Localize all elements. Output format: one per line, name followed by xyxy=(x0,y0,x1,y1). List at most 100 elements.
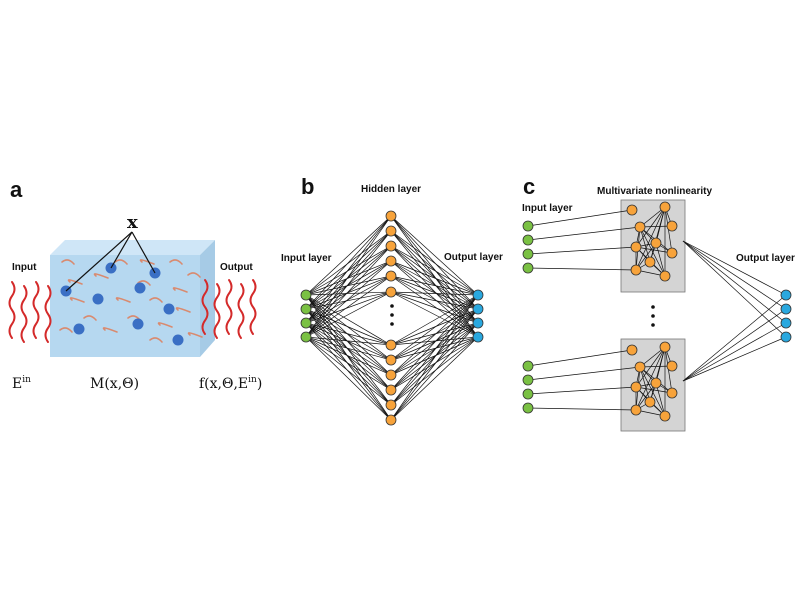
b-hidden-node xyxy=(385,240,397,252)
panel-b-neural-network: Hidden layer Input layer Output layer xyxy=(281,184,503,426)
c-output-node xyxy=(780,289,792,301)
c-top-internal-edge xyxy=(639,226,651,263)
scatter-arc xyxy=(175,307,191,313)
c-top-input-edge xyxy=(527,267,637,271)
scatter-arc xyxy=(172,287,188,293)
c-hidden-node xyxy=(650,237,662,249)
b-edge xyxy=(390,275,479,296)
panel-letter-a: a xyxy=(10,177,23,202)
c-hidden-node xyxy=(644,256,656,268)
input-wave xyxy=(20,285,28,343)
b-edge xyxy=(390,215,479,296)
b-edge xyxy=(390,230,479,324)
output-wave xyxy=(249,279,257,335)
input-label: Input xyxy=(12,262,37,273)
b-hidden-node xyxy=(385,354,397,366)
b-output-node xyxy=(472,289,484,301)
b-edge xyxy=(305,245,392,338)
c-bottom-input-edge xyxy=(527,366,641,381)
ellipsis-dot xyxy=(390,304,394,308)
b-edge xyxy=(390,260,479,324)
b-edge xyxy=(390,215,479,324)
b-edge xyxy=(305,336,392,361)
input-wave xyxy=(8,281,16,339)
ellipsis-dot xyxy=(651,305,655,309)
b-hidden-node xyxy=(385,369,397,381)
c-nodes xyxy=(522,201,792,422)
c-hidden-node xyxy=(630,404,642,416)
c-hidden-node xyxy=(650,377,662,389)
x-pointer-line xyxy=(65,231,133,292)
b-edge xyxy=(305,291,392,310)
c-top-output-edge xyxy=(682,240,787,296)
x-pointer-line xyxy=(110,231,133,269)
b-edge xyxy=(390,308,479,361)
output-wave xyxy=(213,283,221,339)
c-hidden-node xyxy=(659,270,671,282)
input-wave xyxy=(44,285,52,343)
m-label: M(x,Θ) xyxy=(90,376,139,392)
b-edge xyxy=(305,308,392,391)
c-hidden-node xyxy=(666,387,678,399)
b-edge xyxy=(305,275,392,338)
c-bottom-output-edge xyxy=(682,336,787,382)
b-edge xyxy=(390,308,479,421)
b-output-node xyxy=(472,331,484,343)
c-top-internal-edge xyxy=(639,226,666,277)
panel-letter-b: b xyxy=(301,174,314,199)
b-edge xyxy=(390,245,479,296)
scatter-arc xyxy=(67,279,83,285)
b-edge xyxy=(390,245,479,338)
particles xyxy=(60,262,184,346)
b-edge xyxy=(390,336,479,391)
scatter-arc xyxy=(139,259,155,265)
c-top-input-edge xyxy=(527,209,633,227)
b-edge xyxy=(305,308,392,361)
b-edge xyxy=(305,215,392,310)
b-hidden-node xyxy=(385,286,397,298)
scatter-arc xyxy=(69,297,85,303)
c-hidden-node xyxy=(630,241,642,253)
b-edge xyxy=(390,294,479,376)
b-hidden-node xyxy=(385,399,397,411)
c-hidden-node xyxy=(626,204,638,216)
c-bottom-internal-edge xyxy=(639,366,651,403)
b-edges xyxy=(305,215,479,421)
b-edge xyxy=(390,322,479,346)
c-hidden-node xyxy=(666,220,678,232)
b-edge xyxy=(305,336,392,421)
c-bottom-input-edge xyxy=(527,407,637,411)
scatter-arc xyxy=(169,259,183,265)
c-input-node xyxy=(522,388,534,400)
ellipsis-dot xyxy=(390,322,394,326)
block-side-face xyxy=(200,240,215,357)
output-waves xyxy=(201,279,257,339)
x-label: x xyxy=(127,212,138,233)
c-hidden-node xyxy=(659,201,671,213)
particle xyxy=(73,323,85,335)
b-ellipsis-dots xyxy=(390,304,394,326)
scatter-arc xyxy=(137,280,151,286)
b-edge xyxy=(390,294,479,391)
c-bottom-output-edge xyxy=(682,308,787,382)
b-hidden-node xyxy=(385,384,397,396)
ellipsis-dot xyxy=(390,313,394,317)
scatter-arc xyxy=(59,327,73,333)
c-ellipsis-dots xyxy=(651,305,655,327)
ellipsis-dot xyxy=(651,323,655,327)
b-edge xyxy=(305,322,392,376)
b-edge xyxy=(390,308,479,346)
c-hidden-node xyxy=(666,247,678,259)
b-hidden-node xyxy=(385,270,397,282)
c-input-node xyxy=(522,234,534,246)
b-edge xyxy=(305,260,392,338)
c-input-node xyxy=(522,402,534,414)
b-edge xyxy=(390,294,479,406)
b-edge xyxy=(305,294,392,406)
c-input-node xyxy=(522,374,534,386)
b-edge xyxy=(390,322,479,421)
e-in-label: Ein xyxy=(12,375,31,392)
c-hidden-node xyxy=(634,221,646,233)
b-edge xyxy=(305,260,392,296)
b-edge xyxy=(390,336,479,421)
